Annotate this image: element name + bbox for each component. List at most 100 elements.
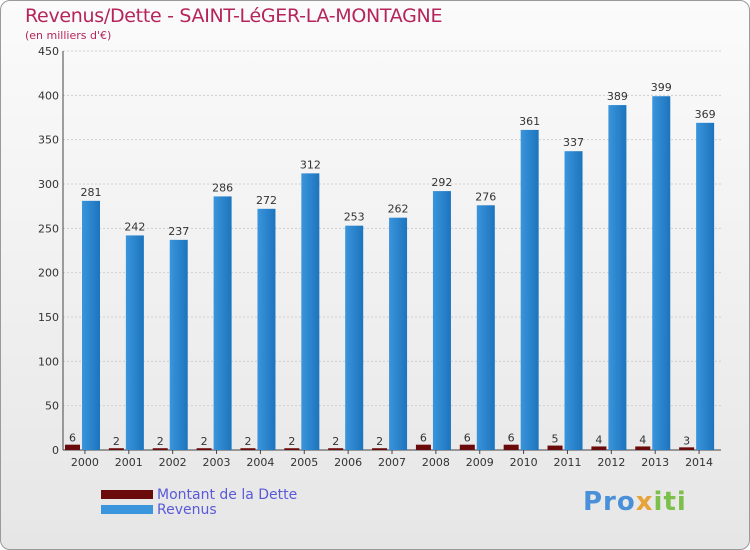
data-label-revenus: 369 <box>695 108 716 121</box>
data-label-revenus: 389 <box>607 90 628 103</box>
bar-dette <box>196 448 212 450</box>
legend-item-dette: Montant de la Dette <box>101 486 298 503</box>
x-tick-label: 2000 <box>71 456 99 469</box>
x-tick-label: 2005 <box>290 456 318 469</box>
legend-label-dette: Montant de la Dette <box>157 486 298 503</box>
logo-part-iti: iti <box>653 487 687 517</box>
data-label-dette: 2 <box>288 435 295 448</box>
data-label-dette: 6 <box>69 432 76 445</box>
bar-revenus <box>345 225 364 450</box>
bar-revenus <box>608 105 627 450</box>
x-tick-label: 2007 <box>378 456 406 469</box>
bar-revenus <box>476 205 495 450</box>
data-label-revenus: 253 <box>344 211 365 224</box>
data-label-revenus: 361 <box>519 115 540 128</box>
x-tick-label: 2008 <box>422 456 450 469</box>
data-label-revenus: 292 <box>431 176 452 189</box>
y-tick-label: 250 <box>38 222 59 235</box>
data-label-revenus: 237 <box>168 225 189 238</box>
legend-item-revenus: Revenus <box>101 501 297 518</box>
x-tick-label: 2004 <box>246 456 274 469</box>
bar-dette <box>591 446 607 450</box>
data-label-revenus: 276 <box>475 190 496 203</box>
logo-part-x: x <box>635 487 654 517</box>
bar-dette <box>459 444 475 450</box>
x-tick-label: 2010 <box>510 456 538 469</box>
legend-swatch-dette <box>101 490 153 499</box>
bar-dette <box>65 444 80 450</box>
bar-revenus <box>652 96 671 450</box>
x-tick-label: 2013 <box>641 456 669 469</box>
data-label-dette: 2 <box>157 435 164 448</box>
bar-dette <box>152 448 168 450</box>
data-label-dette: 4 <box>595 433 602 446</box>
y-tick-label: 150 <box>38 311 59 324</box>
data-label-revenus: 242 <box>124 220 145 233</box>
x-tick-label: 2001 <box>115 456 143 469</box>
x-tick-label: 2002 <box>159 456 187 469</box>
data-label-revenus: 399 <box>651 81 672 94</box>
data-label-dette: 4 <box>639 433 646 446</box>
x-tick-label: 2006 <box>334 456 362 469</box>
data-label-dette: 2 <box>376 435 383 448</box>
data-label-dette: 6 <box>420 432 427 445</box>
data-label-revenus: 337 <box>563 136 584 149</box>
data-label-revenus: 272 <box>256 194 277 207</box>
bar-dette <box>328 448 344 450</box>
x-tick-label: 2009 <box>466 456 494 469</box>
data-label-dette: 5 <box>552 433 559 446</box>
y-tick-label: 300 <box>38 178 59 191</box>
bar-revenus <box>213 196 232 450</box>
bar-revenus <box>520 129 539 450</box>
data-label-revenus: 286 <box>212 181 233 194</box>
chart-title: Revenus/Dette - SAINT-LéGER-LA-MONTAGNE <box>25 5 443 27</box>
data-label-dette: 6 <box>508 432 515 445</box>
data-label-revenus: 312 <box>300 158 321 171</box>
bar-revenus <box>564 151 583 450</box>
bar-dette <box>547 445 563 450</box>
bar-dette <box>108 448 124 450</box>
x-tick-label: 2014 <box>685 456 713 469</box>
bar-revenus <box>257 208 276 450</box>
legend: Montant de la Dette Revenus <box>101 486 298 518</box>
x-tick-label: 2012 <box>597 456 625 469</box>
data-label-dette: 2 <box>332 435 339 448</box>
y-tick-label: 50 <box>45 400 59 413</box>
data-label-dette: 6 <box>464 432 471 445</box>
x-tick-label: 2003 <box>203 456 231 469</box>
bar-dette <box>679 447 695 450</box>
bar-revenus <box>82 200 100 450</box>
y-tick-label: 100 <box>38 355 59 368</box>
y-tick-label: 350 <box>38 134 59 147</box>
bar-dette <box>503 444 519 450</box>
bar-revenus <box>125 235 144 450</box>
y-tick-label: 450 <box>38 45 59 58</box>
bar-revenus <box>389 217 408 450</box>
data-label-dette: 3 <box>683 434 690 447</box>
bar-dette <box>635 446 651 450</box>
legend-label-revenus: Revenus <box>157 501 217 518</box>
y-tick-label: 200 <box>38 267 59 280</box>
bar-dette <box>240 448 256 450</box>
data-label-revenus: 281 <box>81 186 102 199</box>
data-label-dette: 2 <box>201 435 208 448</box>
chart-subtitle: (en milliers d'€) <box>25 29 112 42</box>
bar-dette <box>372 448 388 450</box>
y-tick-label: 0 <box>52 444 59 457</box>
bar-revenus <box>169 239 188 450</box>
data-label-dette: 2 <box>113 435 120 448</box>
proxiti-logo: Proxiti <box>583 487 687 517</box>
legend-swatch-revenus <box>101 505 153 514</box>
bar-dette <box>415 444 431 450</box>
bar-revenus <box>696 122 715 450</box>
y-tick-label: 400 <box>38 89 59 102</box>
logo-part-pro: Pro <box>583 487 636 517</box>
data-label-revenus: 262 <box>388 203 409 216</box>
bar-revenus <box>301 173 320 451</box>
x-tick-label: 2011 <box>553 456 581 469</box>
bar-revenus <box>432 191 451 451</box>
data-label-dette: 2 <box>244 435 251 448</box>
bar-dette <box>284 448 300 450</box>
